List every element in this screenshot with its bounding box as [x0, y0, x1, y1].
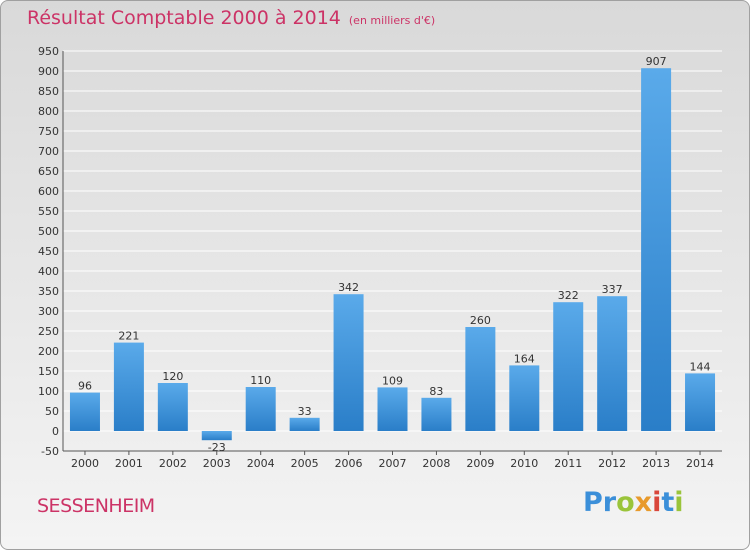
value-label-2003: -23: [208, 441, 226, 454]
chart-title-text: Résultat Comptable 2000 à 2014: [27, 7, 341, 29]
x-tick-label: 2004: [247, 457, 275, 470]
bar-2001: [113, 342, 144, 431]
y-tick-label: 0: [52, 425, 59, 438]
value-label-2004: 110: [250, 374, 271, 387]
y-tick-label: 900: [38, 65, 59, 78]
x-tick-label: 2014: [686, 457, 714, 470]
y-tick-label: 600: [38, 185, 59, 198]
y-tick-label: 850: [38, 85, 59, 98]
x-tick-label: 2005: [291, 457, 319, 470]
x-tick-label: 2010: [510, 457, 538, 470]
bar-2009: [465, 327, 496, 431]
y-tick-label: 300: [38, 305, 59, 318]
value-label-2008: 83: [429, 385, 443, 398]
logo-part: Pr: [583, 487, 617, 518]
bar-2003: [201, 431, 232, 441]
logo-part: t: [661, 487, 675, 518]
commune-name: SESSENHEIM: [37, 495, 155, 517]
bar-2000: [69, 392, 100, 431]
value-label-2007: 109: [382, 374, 403, 387]
x-tick-label: 2002: [159, 457, 187, 470]
x-tick-label: 2008: [422, 457, 450, 470]
y-tick-label: 950: [38, 45, 59, 58]
chart-title: Résultat Comptable 2000 à 2014 (en millie…: [27, 7, 435, 29]
logo-part: i: [652, 487, 662, 518]
bar-2011: [553, 302, 584, 431]
y-tick-label: 350: [38, 285, 59, 298]
logo-part: o: [616, 487, 635, 518]
x-tick-label: 2003: [203, 457, 231, 470]
value-label-2014: 144: [690, 360, 711, 373]
bar-2007: [377, 387, 408, 431]
bar-2012: [597, 296, 628, 431]
value-label-2009: 260: [470, 314, 491, 327]
value-label-2010: 164: [514, 352, 535, 365]
x-tick-label: 2001: [115, 457, 143, 470]
y-tick-label: 450: [38, 245, 59, 258]
logo-part: x: [634, 487, 653, 518]
y-tick-label: 400: [38, 265, 59, 278]
x-tick-label: 2011: [554, 457, 582, 470]
x-tick-label: 2000: [71, 457, 99, 470]
x-tick-label: 2009: [466, 457, 494, 470]
y-tick-label: 500: [38, 225, 59, 238]
y-tick-label: 200: [38, 345, 59, 358]
bar-2004: [245, 387, 276, 431]
bar-2005: [289, 417, 320, 431]
y-tick-label: -50: [41, 445, 59, 458]
x-tick-label: 2006: [335, 457, 363, 470]
bars: [69, 68, 716, 441]
value-label-2012: 337: [602, 283, 623, 296]
bar-2008: [421, 397, 452, 431]
y-tick-label: 150: [38, 365, 59, 378]
y-tick-label: 100: [38, 385, 59, 398]
chart-subtitle: (en milliers d'€): [348, 14, 436, 27]
value-label-2000: 96: [78, 380, 92, 393]
bar-2014: [685, 373, 716, 431]
bar-2010: [509, 365, 540, 431]
y-tick-label: 50: [45, 405, 59, 418]
value-label-2005: 33: [298, 405, 312, 418]
y-tick-label: 700: [38, 145, 59, 158]
y-tick-label: 550: [38, 205, 59, 218]
value-label-2011: 322: [558, 289, 579, 302]
y-tick-label: 650: [38, 165, 59, 178]
value-label-2002: 120: [162, 370, 183, 383]
bar-2006: [333, 294, 364, 431]
bar-2013: [641, 68, 672, 431]
x-tick-label: 2012: [598, 457, 626, 470]
proxiti-logo: Proxiti: [583, 487, 684, 518]
x-tick-label: 2013: [642, 457, 670, 470]
y-tick-label: 250: [38, 325, 59, 338]
bar-2002: [157, 383, 188, 431]
value-label-2001: 221: [118, 330, 139, 343]
value-label-2013: 907: [646, 55, 667, 68]
axes: -50 0 50 100 150 200 250 300 350 400 450 500 550 600 6…: [38, 45, 722, 470]
y-tick-label: 800: [38, 105, 59, 118]
y-tick-label: 750: [38, 125, 59, 138]
value-labels: 96 221 120 -23 110 33 342 109 83 260 164 322 337 907 1…: [78, 55, 711, 454]
x-tick-label: 2007: [379, 457, 407, 470]
logo-part: i: [674, 487, 684, 518]
value-label-2006: 342: [338, 281, 359, 294]
